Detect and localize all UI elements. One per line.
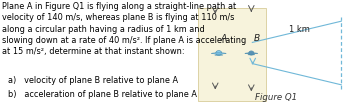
Text: 1 km: 1 km [289,25,310,34]
FancyBboxPatch shape [198,8,266,101]
Text: a)   velocity of plane B relative to plane A: a) velocity of plane B relative to plane… [8,76,178,85]
Ellipse shape [211,53,226,54]
Text: B: B [254,34,260,43]
Ellipse shape [216,51,222,55]
Ellipse shape [249,51,254,55]
Ellipse shape [248,54,255,55]
Text: A: A [220,34,226,43]
Text: Figure Q1: Figure Q1 [256,93,298,102]
Text: Plane A in Figure Q1 is flying along a straight-line path at
velocity of 140 m/s: Plane A in Figure Q1 is flying along a s… [2,2,246,56]
Ellipse shape [245,53,258,54]
Text: b)   acceleration of plane B relative to plane A: b) acceleration of plane B relative to p… [8,90,197,99]
